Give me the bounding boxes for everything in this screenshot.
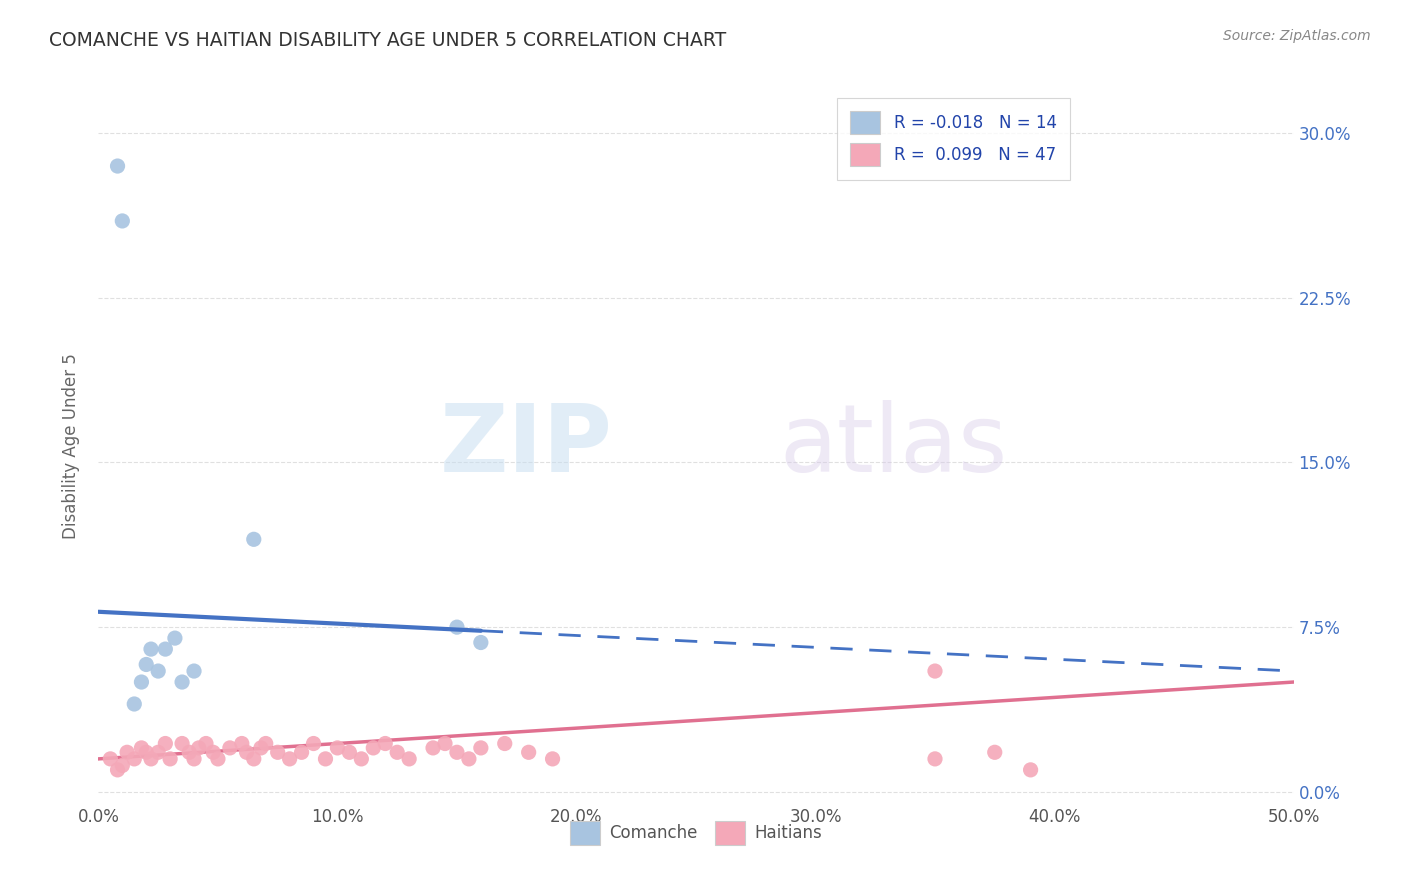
Point: [924, 664, 946, 678]
Point: [135, 745, 157, 759]
Text: COMANCHE VS HAITIAN DISABILITY AGE UNDER 5 CORRELATION CHART: COMANCHE VS HAITIAN DISABILITY AGE UNDER…: [49, 31, 727, 50]
Point: [219, 740, 242, 755]
Point: [924, 752, 946, 766]
Point: [202, 745, 225, 759]
Point: [398, 752, 420, 766]
Point: [385, 745, 409, 759]
Point: [111, 758, 134, 772]
Point: [243, 752, 266, 766]
Point: [363, 740, 385, 755]
Point: [155, 737, 177, 751]
Point: [135, 657, 157, 672]
Text: atlas: atlas: [779, 400, 1008, 492]
Point: [446, 745, 468, 759]
Text: Source: ZipAtlas.com: Source: ZipAtlas.com: [1223, 29, 1371, 43]
Point: [541, 752, 564, 766]
Point: [179, 745, 201, 759]
Point: [148, 745, 170, 759]
Point: [339, 745, 361, 759]
Point: [291, 745, 314, 759]
Point: [107, 159, 129, 173]
Point: [243, 533, 266, 547]
Point: [183, 664, 205, 678]
Point: [183, 752, 205, 766]
Point: [326, 740, 349, 755]
Point: [207, 752, 229, 766]
Point: [139, 752, 162, 766]
Point: [250, 740, 273, 755]
Point: [124, 752, 146, 766]
Point: [172, 737, 194, 751]
Point: [235, 745, 257, 759]
Point: [115, 745, 138, 759]
Point: [470, 635, 492, 649]
Point: [458, 752, 481, 766]
Point: [111, 214, 134, 228]
Point: [1019, 763, 1042, 777]
Point: [107, 763, 129, 777]
Point: [139, 642, 162, 657]
Point: [422, 740, 444, 755]
Point: [98, 752, 122, 766]
Point: [124, 697, 146, 711]
Point: [374, 737, 396, 751]
Point: [434, 737, 457, 751]
Point: [195, 737, 218, 751]
Point: [315, 752, 337, 766]
Point: [517, 745, 540, 759]
Point: [470, 740, 492, 755]
Point: [302, 737, 325, 751]
Point: [131, 675, 153, 690]
Point: [446, 620, 468, 634]
Point: [155, 642, 177, 657]
Point: [159, 752, 181, 766]
Point: [163, 631, 186, 645]
Point: [231, 737, 253, 751]
Text: ZIP: ZIP: [440, 400, 613, 492]
Point: [172, 675, 194, 690]
Point: [131, 740, 153, 755]
Point: [148, 664, 170, 678]
Y-axis label: Disability Age Under 5: Disability Age Under 5: [62, 353, 80, 539]
Point: [350, 752, 373, 766]
Point: [984, 745, 1007, 759]
Point: [494, 737, 516, 751]
Point: [187, 740, 209, 755]
Legend: Comanche, Haitians: Comanche, Haitians: [562, 814, 830, 852]
Point: [254, 737, 277, 751]
Point: [278, 752, 301, 766]
Point: [267, 745, 290, 759]
